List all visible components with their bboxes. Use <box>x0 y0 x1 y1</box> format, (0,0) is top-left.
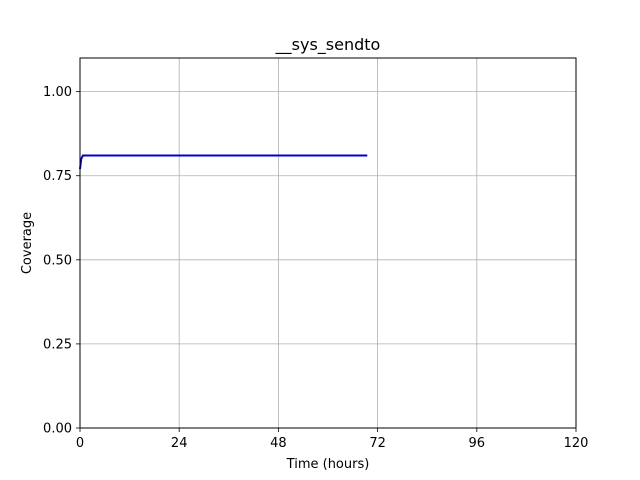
x-axis-label: Time (hours) <box>286 457 370 472</box>
x-tick-label: 96 <box>469 436 486 451</box>
y-tick-label: 0.00 <box>43 422 72 437</box>
x-tick-label: 48 <box>270 436 287 451</box>
ticks: 0 24 48 72 96 120 0.00 0.25 0.50 0.75 1.00 <box>43 85 588 451</box>
plot-frame <box>79 57 577 429</box>
y-axis-label: Coverage <box>20 212 35 274</box>
y-tick-label: 1.00 <box>43 85 72 100</box>
series-layer <box>79 154 368 170</box>
x-tick-label: 24 <box>171 436 188 451</box>
coverage-line <box>79 154 368 170</box>
chart-title: __sys_sendto <box>275 35 381 55</box>
y-tick-label: 0.25 <box>43 337 72 352</box>
y-tick-label: 0.50 <box>43 253 72 268</box>
y-tick-label: 0.75 <box>43 169 72 184</box>
x-tick-label: 0 <box>76 436 84 451</box>
x-tick-label: 72 <box>369 436 386 451</box>
x-tick-label: 120 <box>564 436 589 451</box>
